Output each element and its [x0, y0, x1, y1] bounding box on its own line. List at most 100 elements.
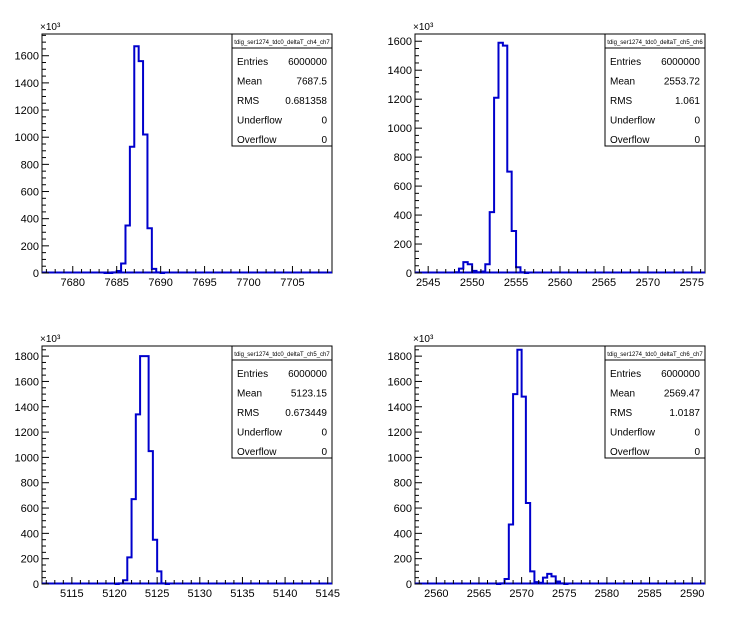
y-tick-label: 200 [21, 554, 39, 566]
stats-box-frame [604, 33, 706, 147]
histogram-bin [485, 264, 489, 273]
histogram-bin [551, 576, 555, 584]
y-tick-label: 1200 [388, 427, 412, 439]
stats-label: RMS [610, 408, 633, 419]
histogram-bin [490, 212, 494, 273]
x-tick-label: 2560 [424, 588, 448, 600]
x-tick-label: 2570 [636, 277, 660, 289]
stats-value: 0.673449 [285, 408, 327, 419]
x-tick-label: 5115 [60, 588, 84, 600]
stats-box-frame [231, 33, 333, 147]
histogram-bin [112, 272, 116, 273]
x-tick-label: 7680 [61, 277, 85, 289]
histogram-bin [507, 172, 511, 273]
histogram-bin [140, 356, 144, 584]
y-tick-label: 200 [394, 239, 412, 251]
histogram-panel-2: 2545 2550 2555 2560 2565 2570 2575 0 200 400 600 80… [388, 22, 706, 289]
stats-box: tdig_ser1274_tdc0_deltaT_ch5_ch7 Entries 6… [231, 345, 333, 459]
histogram-bin [556, 581, 560, 584]
y-tick-label: 0 [33, 579, 39, 591]
stats-box: tdig_ser1274_tdc0_deltaT_ch6_ch7 Entries 6… [604, 345, 706, 459]
histogram-bin [468, 264, 472, 273]
histogram-bin [498, 43, 502, 273]
stats-value: 2569.47 [664, 389, 701, 400]
x-tick-label: 2575 [552, 588, 576, 600]
x-tick-label: 7700 [236, 277, 260, 289]
y-tick-label: 0 [33, 268, 39, 280]
stats-label: Overflow [610, 135, 650, 146]
stats-label: Underflow [610, 428, 656, 439]
x-tick-label: 7705 [280, 277, 304, 289]
histogram-bin [560, 583, 564, 584]
y-tick-label: 1600 [15, 376, 39, 388]
stats-value: 2553.72 [664, 77, 701, 88]
histogram-bin [505, 579, 509, 584]
histogram-bin [127, 557, 131, 584]
histogram-bin [517, 350, 521, 584]
y-tick-label: 1800 [15, 351, 39, 363]
stats-label: Entries [237, 57, 268, 68]
stats-value: 0 [321, 116, 327, 127]
stats-label: Overflow [610, 447, 650, 458]
x-tick-label: 2560 [548, 277, 572, 289]
y-tick-label: 1400 [388, 65, 412, 77]
x-tick-label: 5125 [145, 588, 169, 600]
stats-value: 6000000 [288, 369, 327, 380]
stats-value: 1.0187 [669, 408, 700, 419]
stats-label: Overflow [237, 135, 277, 146]
x-tick-label: 5130 [188, 588, 212, 600]
stats-label: Underflow [610, 116, 656, 127]
y-tick-label: 1400 [388, 402, 412, 414]
x-tick-label: 5120 [102, 588, 126, 600]
histogram-bin [503, 46, 507, 273]
y-tick-label: 0 [406, 268, 412, 280]
stats-label: Entries [237, 369, 268, 380]
x-tick-label: 2580 [595, 588, 619, 600]
y-tick-label: 0 [406, 579, 412, 591]
stats-label: RMS [610, 96, 633, 107]
histogram-bin [481, 272, 485, 273]
stats-title: tdig_ser1274_tdc0_deltaT_ch5_ch6 [607, 40, 703, 46]
stats-value: 7687.5 [296, 77, 327, 88]
histogram-bin [144, 356, 148, 584]
histogram-bin [134, 46, 138, 273]
y-tick-label: 800 [394, 152, 412, 164]
histogram-bin [125, 225, 129, 273]
x-tick-label: 2590 [680, 588, 704, 600]
stats-value: 0 [694, 447, 700, 458]
stats-value: 0 [321, 447, 327, 458]
stats-value: 6000000 [661, 369, 700, 380]
histogram-panel-1: 7680 7685 7690 7695 7700 7705 0 200 400 600 800 100… [15, 22, 333, 289]
y-tick-label: 1000 [15, 452, 39, 464]
x-tick-label: 2575 [680, 277, 704, 289]
histogram-bin [139, 61, 143, 273]
histogram-bin [156, 272, 160, 273]
histogram-bin [117, 271, 121, 273]
histogram-bin [509, 525, 513, 585]
histogram-bin [526, 503, 530, 584]
stats-label: Mean [610, 389, 635, 400]
histogram-bin [522, 397, 526, 584]
histogram-bin [121, 263, 125, 273]
histogram-bin [153, 540, 157, 584]
histogram-bin [513, 394, 517, 584]
x-tick-label: 2565 [592, 277, 616, 289]
stats-value: 0 [321, 135, 327, 146]
histogram-bin [147, 228, 151, 273]
y-tick-label: 1000 [388, 123, 412, 135]
histogram-bin [136, 414, 140, 584]
histogram-panel-4: 2560 2565 2570 2575 2580 2585 2590 0 200 400 600 80… [388, 334, 706, 600]
y-tick-label: 1400 [15, 78, 39, 90]
x-tick-label: 7685 [104, 277, 128, 289]
histogram-bin [520, 272, 524, 273]
histogram-bin [455, 272, 459, 273]
y-exponent-label: ×10³ [413, 22, 434, 33]
histogram-bin [463, 262, 467, 273]
stats-value: 0.681358 [285, 96, 327, 107]
histogram-bin [477, 272, 481, 273]
stats-label: Overflow [237, 447, 277, 458]
histogram-bin [547, 574, 551, 584]
stats-label: Mean [237, 389, 262, 400]
y-tick-label: 600 [394, 503, 412, 515]
stats-label: Underflow [237, 428, 283, 439]
